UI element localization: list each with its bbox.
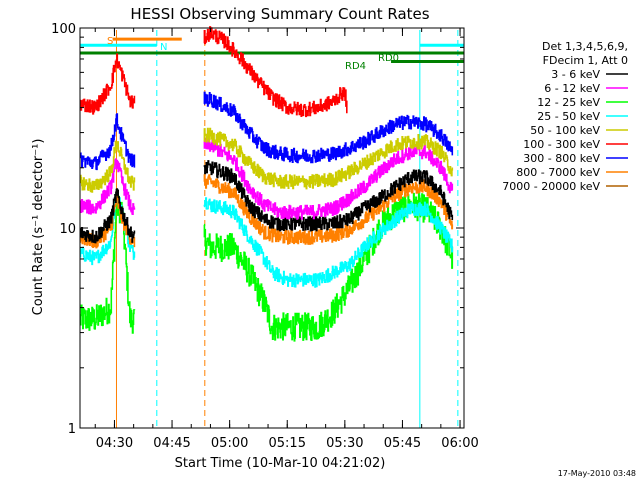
legend-label: 12 - 25 keV bbox=[537, 96, 600, 109]
flag-label: RD0 bbox=[378, 53, 399, 64]
series-line-100-300keV bbox=[79, 53, 136, 115]
series-line-3-6keV bbox=[79, 188, 136, 244]
legend: Det 1,3,4,5,6,9,FDecim 1, Att 03 - 6 keV… bbox=[502, 40, 628, 193]
legend-label: 7000 - 20000 keV bbox=[502, 180, 600, 193]
series-line-100-300keV bbox=[203, 26, 348, 118]
status-flags: S N RD0 RD4 bbox=[80, 36, 464, 72]
x-tick-label: 05:30 bbox=[326, 436, 363, 451]
legend-label: 6 - 12 keV bbox=[544, 82, 600, 95]
flag-label: RD4 bbox=[345, 61, 366, 72]
x-tick-label: 04:30 bbox=[96, 436, 133, 451]
y-axis-label: Count Rate (s⁻¹ detector⁻¹) bbox=[31, 139, 46, 316]
series-line-25-50keV bbox=[203, 197, 454, 288]
legend-header: Det 1,3,4,5,6,9, bbox=[542, 40, 628, 53]
x-tick-label: 05:45 bbox=[384, 436, 421, 451]
flag-label: N bbox=[160, 42, 167, 53]
series-line-6-12keV bbox=[79, 158, 136, 215]
legend-label: 800 - 7000 keV bbox=[516, 166, 600, 179]
x-tick-label: 06:00 bbox=[441, 436, 478, 451]
flag-label: S bbox=[107, 36, 113, 47]
series-line-50-100keV bbox=[203, 127, 454, 190]
x-axis-label: Start Time (10-Mar-10 04:21:02) bbox=[175, 456, 386, 471]
series-line-300-800keV bbox=[203, 91, 454, 164]
y-tick-label: 100 bbox=[51, 22, 76, 37]
legend-label: 50 - 100 keV bbox=[530, 124, 600, 137]
x-tick-label: 05:15 bbox=[269, 436, 306, 451]
legend-header: FDecim 1, Att 0 bbox=[543, 54, 628, 67]
series-line-12-25keV bbox=[79, 192, 136, 334]
y-tick-label: 10 bbox=[59, 222, 76, 237]
x-tick-label: 04:45 bbox=[153, 436, 190, 451]
series-lines bbox=[79, 26, 454, 342]
chart-title: HESSI Observing Summary Count Rates bbox=[130, 5, 429, 23]
series-line-3-6keV bbox=[203, 160, 454, 232]
series-line-300-800keV bbox=[79, 113, 136, 171]
legend-label: 300 - 800 keV bbox=[523, 152, 600, 165]
legend-label: 100 - 300 keV bbox=[523, 138, 600, 151]
legend-label: 25 - 50 keV bbox=[537, 110, 600, 123]
y-tick-label: 1 bbox=[68, 422, 76, 437]
legend-label: 3 - 6 keV bbox=[551, 68, 600, 81]
x-tick-label: 05:00 bbox=[211, 436, 248, 451]
axes: 1 10 100 04:30 04:45 05:00 05:15 05:30 05:45 06:0… bbox=[51, 22, 479, 451]
footer-timestamp: 17-May-2010 03:48 bbox=[558, 469, 636, 478]
series-line-50-100keV bbox=[79, 140, 136, 193]
